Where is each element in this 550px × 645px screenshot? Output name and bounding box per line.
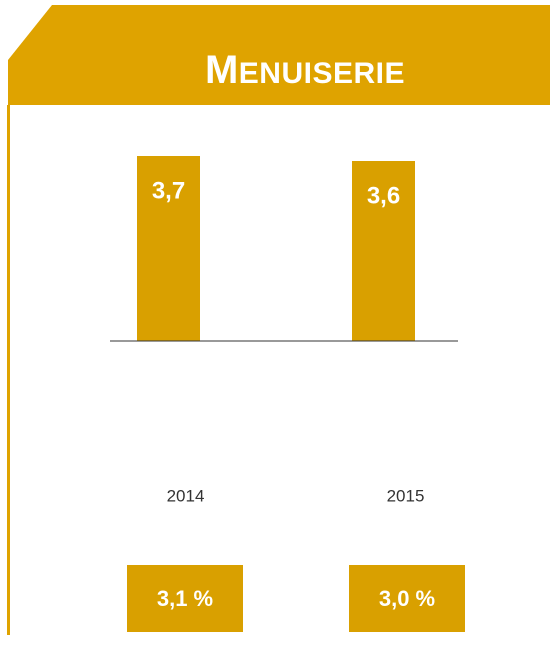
x-tick-label: 2014 — [167, 486, 205, 505]
annotation-box: 3,0 % — [349, 565, 465, 632]
bar — [137, 156, 200, 341]
x-tick-label: 2015 — [387, 486, 425, 505]
chart-title: MENUISERIE — [204, 48, 406, 92]
side-rule — [7, 105, 10, 635]
annotation-box: 3,1 % — [127, 565, 243, 632]
bar — [352, 161, 415, 341]
header-band — [8, 5, 550, 105]
value-label: 3,6 — [367, 182, 400, 209]
value-label: 3,7 — [152, 177, 185, 204]
